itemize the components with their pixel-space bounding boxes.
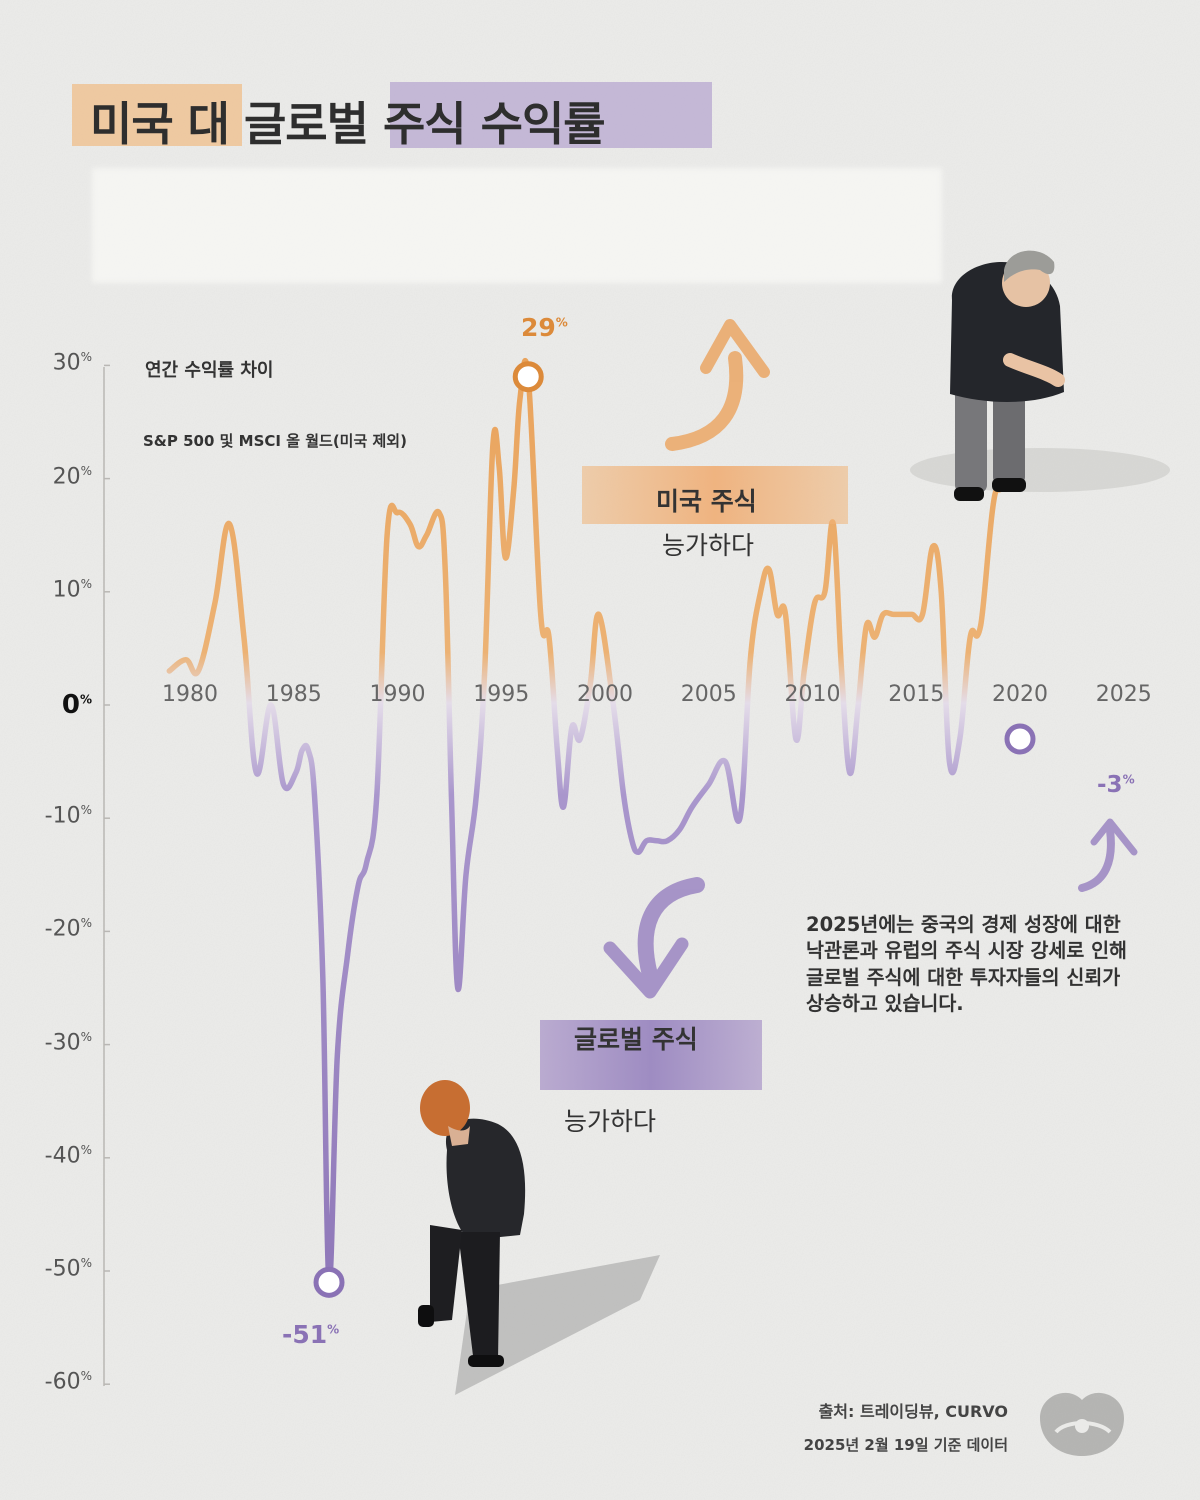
marker-max [512,361,544,393]
x-tick-label: 1985 [265,682,322,707]
series-line [166,358,1003,1286]
peak-min-label: -51% [282,1320,340,1349]
logo-icon [1040,1392,1124,1456]
y-tick-label: 30% [52,350,92,376]
y-tick-label: -40% [44,1142,92,1169]
global-stocks-highlight [540,1020,762,1090]
legend-title: 연간 수익률 차이 [145,360,274,381]
arrow-up-small-icon [1078,818,1138,892]
peak-last-label: -3% [1097,772,1135,798]
x-tick-label: 1995 [473,682,530,707]
us-stocks-label: 미국 주식 [656,487,757,516]
title-highlight-purple [390,82,712,148]
source-text: 출처: 트레이딩뷰, CURVO [818,1402,1008,1421]
subtitle-area [92,168,942,283]
y-tick-label: -10% [44,803,92,829]
y-tick-label: -20% [44,916,92,942]
x-tick-label: 2000 [577,682,633,707]
marker-last [1004,723,1036,755]
x-tick-label: 2010 [784,682,841,707]
y-tick-label: -30% [44,1029,92,1055]
arrow-up-icon [665,319,770,451]
peak-max-label: 29% [521,313,568,342]
legend-subtitle: S&P 500 및 MSCI 올 월드(미국 제외) [143,432,407,450]
x-tick-label: 2005 [680,682,737,707]
y-tick-label: -50% [44,1256,92,1282]
us-stocks-sublabel: 능가하다 [662,531,755,560]
y-tick-label: -60% [44,1369,92,1395]
annotation-note: 2025년에는 중국의 경제 성장에 대한 낙관론과 유럽의 주식 시장 강세로… [806,913,1127,1015]
global-stocks-label: 글로벌 주식 [574,1025,698,1054]
y-tick-label: 10% [52,576,92,603]
x-tick-label: 1990 [369,682,426,707]
x-tick-label: 1980 [162,682,218,707]
arrow-down-icon [603,877,705,999]
businessman-figure-icon [910,250,1170,501]
title-highlight-orange [72,84,242,146]
marker-min [313,1266,345,1298]
x-tick-label: 2020 [992,682,1048,707]
walking-man-figure-icon [418,1080,660,1395]
x-tick-label: 2025 [1095,682,1152,707]
y-tick-label: 0% [61,690,92,720]
us-stocks-highlight [582,466,848,524]
y-tick-label: 20% [52,463,92,489]
global-stocks-sublabel: 능가하다 [564,1107,657,1136]
date-note: 2025년 2월 19일 기준 데이터 [803,1436,1008,1454]
x-tick-label: 2015 [888,682,945,707]
page-title: 미국 대 글로벌 주식 수익률 [90,97,606,151]
